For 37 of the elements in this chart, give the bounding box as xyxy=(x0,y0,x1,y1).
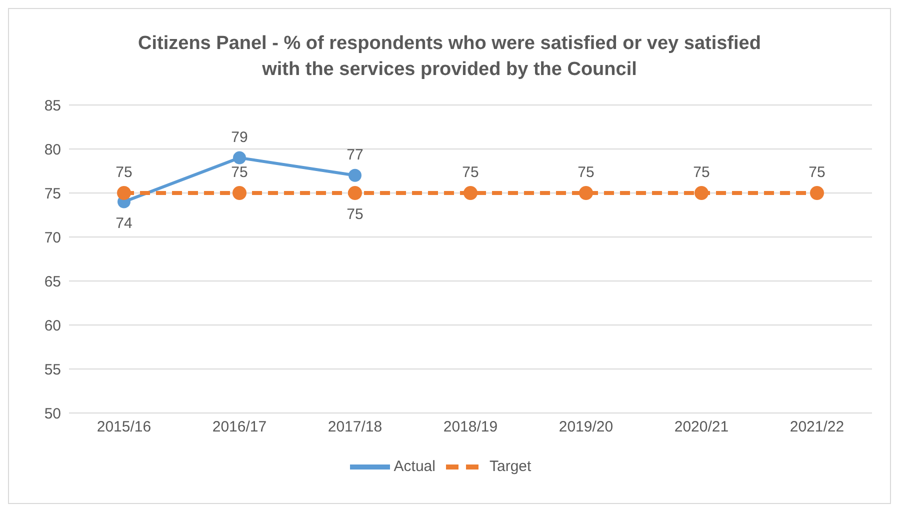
data-label: 75 xyxy=(346,206,364,223)
point xyxy=(232,186,246,200)
legend-label: Actual xyxy=(394,458,436,475)
point xyxy=(464,186,478,200)
x-tick-label: 2015/16 xyxy=(96,418,152,436)
x-tick-label: 2019/20 xyxy=(558,418,614,436)
data-label: 79 xyxy=(231,128,248,146)
data-label: 75 xyxy=(578,164,594,181)
y-tick-label: 65 xyxy=(44,273,61,290)
x-tick-label: 2017/18 xyxy=(328,418,382,436)
data-label: 75 xyxy=(116,164,132,181)
point xyxy=(348,186,362,200)
data-label: 77 xyxy=(346,146,364,164)
point xyxy=(810,186,824,200)
y-tick-label: 85 xyxy=(44,97,61,114)
chart-title: Citizens Panel - % of respondents who were satisfied or vey satisfied with the services provided by the Council xyxy=(137,32,762,82)
point xyxy=(348,168,362,182)
y-tick-label: 50 xyxy=(44,405,61,422)
point xyxy=(694,186,708,200)
x-tick-label: 2018/19 xyxy=(443,418,498,436)
legend-label: Target xyxy=(490,458,532,475)
data-label: 75 xyxy=(808,164,826,181)
y-tick-label: 75 xyxy=(44,185,61,202)
point xyxy=(579,186,593,200)
x-tick-label: 2016/17 xyxy=(212,418,267,436)
data-label: 75 xyxy=(231,164,248,181)
data-label: 74 xyxy=(116,214,132,232)
data-label: 75 xyxy=(693,164,710,181)
point xyxy=(233,151,246,164)
x-tick-label: 2021/22 xyxy=(790,418,844,436)
y-tick-label: 60 xyxy=(44,317,61,334)
y-tick-label: 55 xyxy=(44,361,61,378)
y-tick-label: 80 xyxy=(44,141,61,158)
x-tick-label: 2020/21 xyxy=(674,418,729,436)
y-tick-label: 70 xyxy=(44,229,61,246)
data-label: 75 xyxy=(462,164,479,181)
point xyxy=(117,186,131,200)
